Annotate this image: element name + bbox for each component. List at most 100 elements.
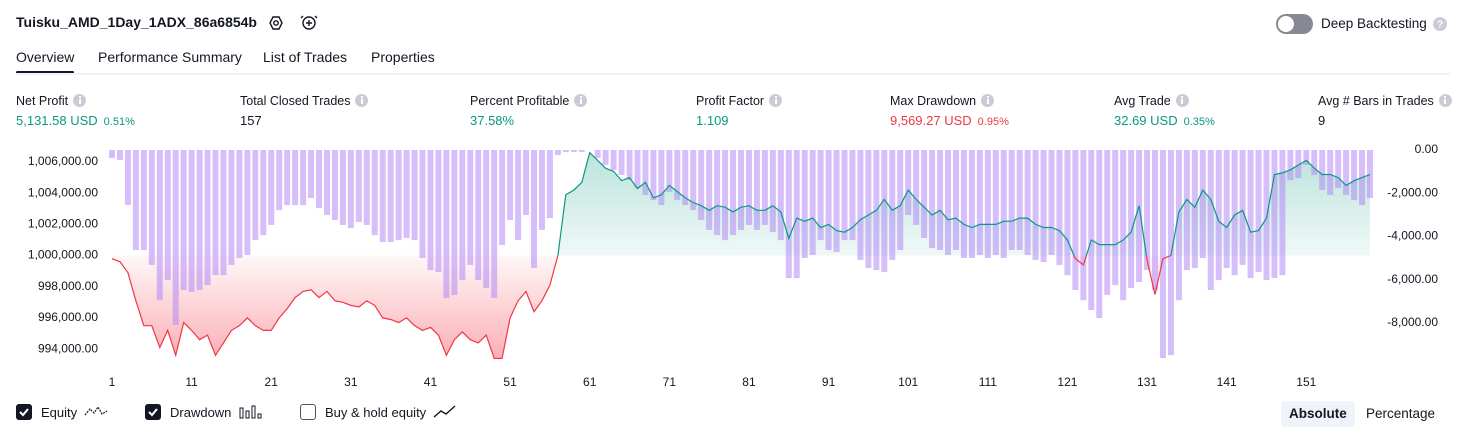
drawdown-bar xyxy=(1064,150,1071,276)
info-icon[interactable] xyxy=(981,94,995,107)
legend-icon xyxy=(84,405,108,419)
drawdown-bar xyxy=(276,150,283,211)
legend-item[interactable]: Buy & hold equity xyxy=(300,404,457,420)
drawdown-bar xyxy=(857,150,864,260)
metric-label-text: Net Profit xyxy=(16,94,69,108)
metric-label: Net Profit xyxy=(16,94,87,108)
drawdown-bar xyxy=(968,150,975,259)
info-icon[interactable] xyxy=(769,94,783,107)
alert-icon[interactable] xyxy=(300,15,318,30)
drawdown-bar xyxy=(960,150,967,259)
metric-percent: 0.51% xyxy=(103,116,135,128)
metric-label: Profit Factor xyxy=(696,94,783,108)
drawdown-bar xyxy=(395,150,402,241)
legend-icon xyxy=(238,405,262,419)
x-tick-label: 131 xyxy=(1137,375,1157,389)
drawdown-bar xyxy=(706,150,713,230)
checkbox[interactable] xyxy=(300,404,316,420)
x-tick-label: 31 xyxy=(344,375,358,389)
drawdown-bar xyxy=(1207,150,1214,290)
drawdown-bar xyxy=(1144,150,1151,271)
drawdown-bar xyxy=(451,150,458,295)
drawdown-bar xyxy=(698,150,705,220)
x-tick-label: 111 xyxy=(979,375,998,389)
drawdown-bar xyxy=(1319,150,1326,190)
drawdown-bar xyxy=(992,150,999,255)
active-tab-underline xyxy=(16,71,75,74)
tab[interactable]: Properties xyxy=(371,49,435,65)
drawdown-bar xyxy=(499,150,506,246)
info-icon[interactable] xyxy=(574,94,588,107)
drawdown-bar xyxy=(212,150,219,276)
drawdown-bar xyxy=(1199,150,1206,259)
drawdown-bar xyxy=(889,150,896,260)
y-tick-label: 994,000.00 xyxy=(38,341,98,355)
checkbox[interactable] xyxy=(145,404,161,420)
deep-backtesting-toggle[interactable] xyxy=(1276,14,1313,34)
drawdown-bar xyxy=(976,150,983,255)
metric-value: 32.69 USD 0.35% xyxy=(1114,113,1215,128)
drawdown-bar xyxy=(817,150,824,241)
info-icon[interactable] xyxy=(1175,94,1189,107)
drawdown-bar xyxy=(642,150,649,195)
metric-value-text: 157 xyxy=(240,113,262,128)
drawdown-bar xyxy=(793,150,800,279)
drawdown-bar xyxy=(300,150,307,206)
drawdown-bar xyxy=(1096,150,1103,319)
settings-icon[interactable] xyxy=(269,16,283,30)
drawdown-bar xyxy=(809,150,816,255)
metric-value: 5,131.58 USD 0.51% xyxy=(16,113,135,128)
drawdown-bar xyxy=(292,150,299,206)
metric-value: 1.109 xyxy=(696,113,729,128)
legend-item[interactable]: Drawdown xyxy=(145,404,262,420)
y2-tick-label: -4,000.00 xyxy=(1387,229,1438,243)
info-icon[interactable] xyxy=(73,94,87,107)
drawdown-bar xyxy=(475,150,482,281)
drawdown-bar xyxy=(459,150,466,281)
drawdown-bar xyxy=(1000,150,1007,259)
drawdown-bar xyxy=(1343,150,1350,195)
view-button[interactable]: Percentage xyxy=(1366,406,1436,421)
drawdown-bar xyxy=(578,150,585,152)
tab[interactable]: List of Trades xyxy=(263,49,348,65)
metric-value-text: 9 xyxy=(1318,113,1326,128)
x-tick-label: 151 xyxy=(1296,375,1316,389)
metric-label-text: Profit Factor xyxy=(696,94,765,108)
drawdown-bar xyxy=(1295,150,1302,179)
drawdown-bar xyxy=(1327,150,1334,195)
drawdown-bar xyxy=(467,150,474,265)
equity-line xyxy=(111,151,1371,359)
help-icon[interactable]: ? xyxy=(1433,17,1447,31)
tab[interactable]: Overview xyxy=(16,49,75,65)
y-tick-label: 1,006,000.00 xyxy=(28,154,98,168)
drawdown-bar xyxy=(116,150,123,160)
drawdown-bar xyxy=(164,150,171,281)
drawdown-bar xyxy=(1271,150,1278,279)
drawdown-bar xyxy=(1016,150,1023,251)
drawdown-bar xyxy=(945,150,952,255)
drawdown-bar xyxy=(602,150,609,165)
metric-value-text: 32.69 USD xyxy=(1114,113,1178,128)
drawdown-bar xyxy=(172,150,179,325)
info-icon[interactable] xyxy=(355,94,369,107)
info-icon[interactable] xyxy=(1438,94,1452,107)
x-tick-label: 51 xyxy=(503,375,517,389)
view-button[interactable]: Absolute xyxy=(1281,401,1355,427)
metric-value: 9 xyxy=(1318,113,1325,128)
tab[interactable]: Performance Summary xyxy=(98,49,242,65)
y-tick-label: 1,004,000.00 xyxy=(28,185,98,199)
metric-label: Max Drawdown xyxy=(890,94,995,108)
drawdown-bar xyxy=(1303,150,1310,165)
drawdown-bar xyxy=(1279,150,1286,276)
drawdown-bar xyxy=(530,150,537,268)
drawdown-bar xyxy=(204,150,211,286)
legend-item[interactable]: Equity xyxy=(16,404,108,420)
drawdown-bar xyxy=(801,150,808,259)
metric-value-text: 5,131.58 USD xyxy=(16,113,98,128)
drawdown-bar xyxy=(435,150,442,273)
x-tick-label: 101 xyxy=(898,375,918,389)
drawdown-bar xyxy=(1255,150,1262,273)
metric-label-text: Avg Trade xyxy=(1114,94,1171,108)
checkbox[interactable] xyxy=(16,404,32,420)
drawdown-bar xyxy=(220,150,227,276)
